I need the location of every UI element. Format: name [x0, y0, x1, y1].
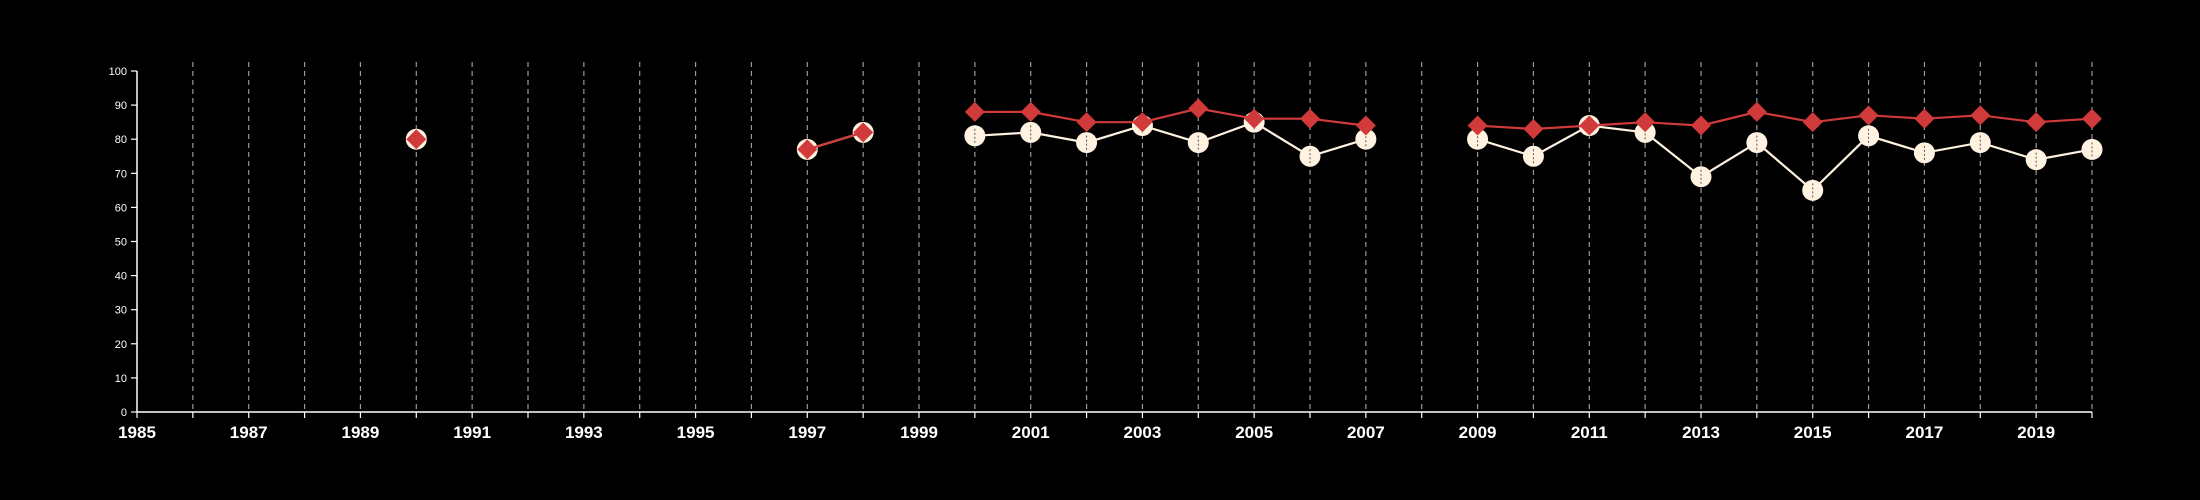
- series-0-point-2015: [1802, 179, 1824, 201]
- series-1-point-2006: [1300, 108, 1320, 129]
- y-tick-label-0: 0: [121, 407, 127, 419]
- series-1-line-1: [806, 131, 864, 151]
- series-0-point-2020: [2081, 138, 2103, 160]
- x-tick-label-2003: 2003: [1124, 423, 1162, 442]
- series-0-point-2009: [1467, 128, 1489, 150]
- series-1-point-2020: [2082, 108, 2102, 129]
- series-1-point-2007: [1355, 115, 1376, 136]
- y-tick-label-90: 90: [115, 100, 127, 112]
- x-tick-label-2015: 2015: [1794, 423, 1832, 442]
- y-tick-label-40: 40: [115, 271, 127, 283]
- series-0-line-3: [1477, 124, 2093, 192]
- x-tick-label-2013: 2013: [1682, 423, 1720, 442]
- series-1-point-2002: [1076, 112, 1097, 133]
- y-tick-label-10: 10: [115, 373, 127, 385]
- series-0-point-2006: [1299, 145, 1321, 167]
- series-0-point-2013: [1690, 166, 1712, 188]
- series-1-point-2005: [1244, 108, 1265, 129]
- x-axis: 1985 1987 1989 1991 1993 1995 1997 1999 2001 2003…: [118, 411, 2093, 442]
- x-tick-label-2011: 2011: [1571, 423, 1608, 442]
- series-0-point-2012: [1634, 121, 1656, 143]
- y-tick-label-70: 70: [115, 168, 127, 180]
- series-1-point-2017: [1914, 108, 1935, 129]
- series-0-point-2002: [1076, 132, 1098, 154]
- series-0-point-2004: [1187, 132, 1209, 154]
- series-1-point-2012: [1635, 112, 1656, 133]
- y-tick-label-100: 100: [109, 66, 127, 78]
- x-tick-label-1989: 1989: [342, 423, 380, 442]
- series-1-point-2010: [1523, 118, 1544, 139]
- series-1-point-2013: [1691, 115, 1711, 136]
- y-tick-label-50: 50: [115, 237, 127, 249]
- x-tick-label-2001: 2001: [1012, 423, 1050, 442]
- series-1-point-2003: [1132, 112, 1153, 133]
- series-1-point-2011: [1579, 115, 1600, 136]
- series-1: [406, 98, 2102, 160]
- y-tick-label-20: 20: [115, 339, 127, 351]
- x-tick-label-1995: 1995: [677, 423, 715, 442]
- x-tick-label-1991: 1991: [453, 423, 491, 442]
- series-1-point-2001: [1020, 101, 1041, 122]
- x-tick-label-2007: 2007: [1347, 423, 1385, 442]
- series-1-point-1998: [853, 122, 874, 143]
- series-1-point-1990: [406, 129, 427, 150]
- series-0-point-2010: [1522, 145, 1544, 167]
- series-0-point-2001: [1020, 121, 1042, 143]
- y-axis: 0 10 20 30 40 50 60 70 80 90 100: [109, 66, 138, 419]
- series-layer: [405, 98, 2103, 201]
- series-1-point-2014: [1746, 101, 1767, 122]
- series-0-point-2014: [1746, 132, 1768, 154]
- series-1-point-2009: [1467, 115, 1488, 136]
- x-tick-label-1985: 1985: [118, 423, 156, 442]
- series-1-point-2015: [1802, 112, 1823, 133]
- series-0-point-2007: [1355, 128, 1377, 150]
- y-tick-label-80: 80: [115, 134, 127, 146]
- series-0-point-2018: [1969, 132, 1991, 154]
- series-1-point-2000: [964, 101, 985, 122]
- series-1-point-2018: [1970, 105, 1991, 126]
- vertical-gridlines: [192, 62, 2093, 412]
- series-0-point-2016: [1858, 125, 1880, 147]
- x-tick-label-2017: 2017: [1906, 423, 1944, 442]
- series-0-point-2000: [964, 125, 986, 147]
- x-tick-label-1997: 1997: [788, 423, 826, 442]
- series-1-point-2004: [1188, 98, 1209, 119]
- x-tick-label-2005: 2005: [1235, 423, 1273, 442]
- series-1-line-3: [1477, 110, 2093, 131]
- x-tick-label-2009: 2009: [1459, 423, 1497, 442]
- series-1-point-2016: [1858, 105, 1879, 126]
- x-tick-label-1993: 1993: [565, 423, 603, 442]
- y-tick-label-30: 30: [115, 305, 127, 317]
- x-tick-label-1999: 1999: [900, 423, 938, 442]
- x-tick-label-1987: 1987: [230, 423, 268, 442]
- series-0-point-2019: [2025, 149, 2047, 171]
- x-tick-label-2019: 2019: [2017, 423, 2055, 442]
- series-1-point-2019: [2026, 112, 2047, 133]
- y-tick-label-60: 60: [115, 202, 127, 214]
- series-0-point-2017: [1913, 142, 1935, 164]
- series-1-point-1997: [797, 139, 818, 160]
